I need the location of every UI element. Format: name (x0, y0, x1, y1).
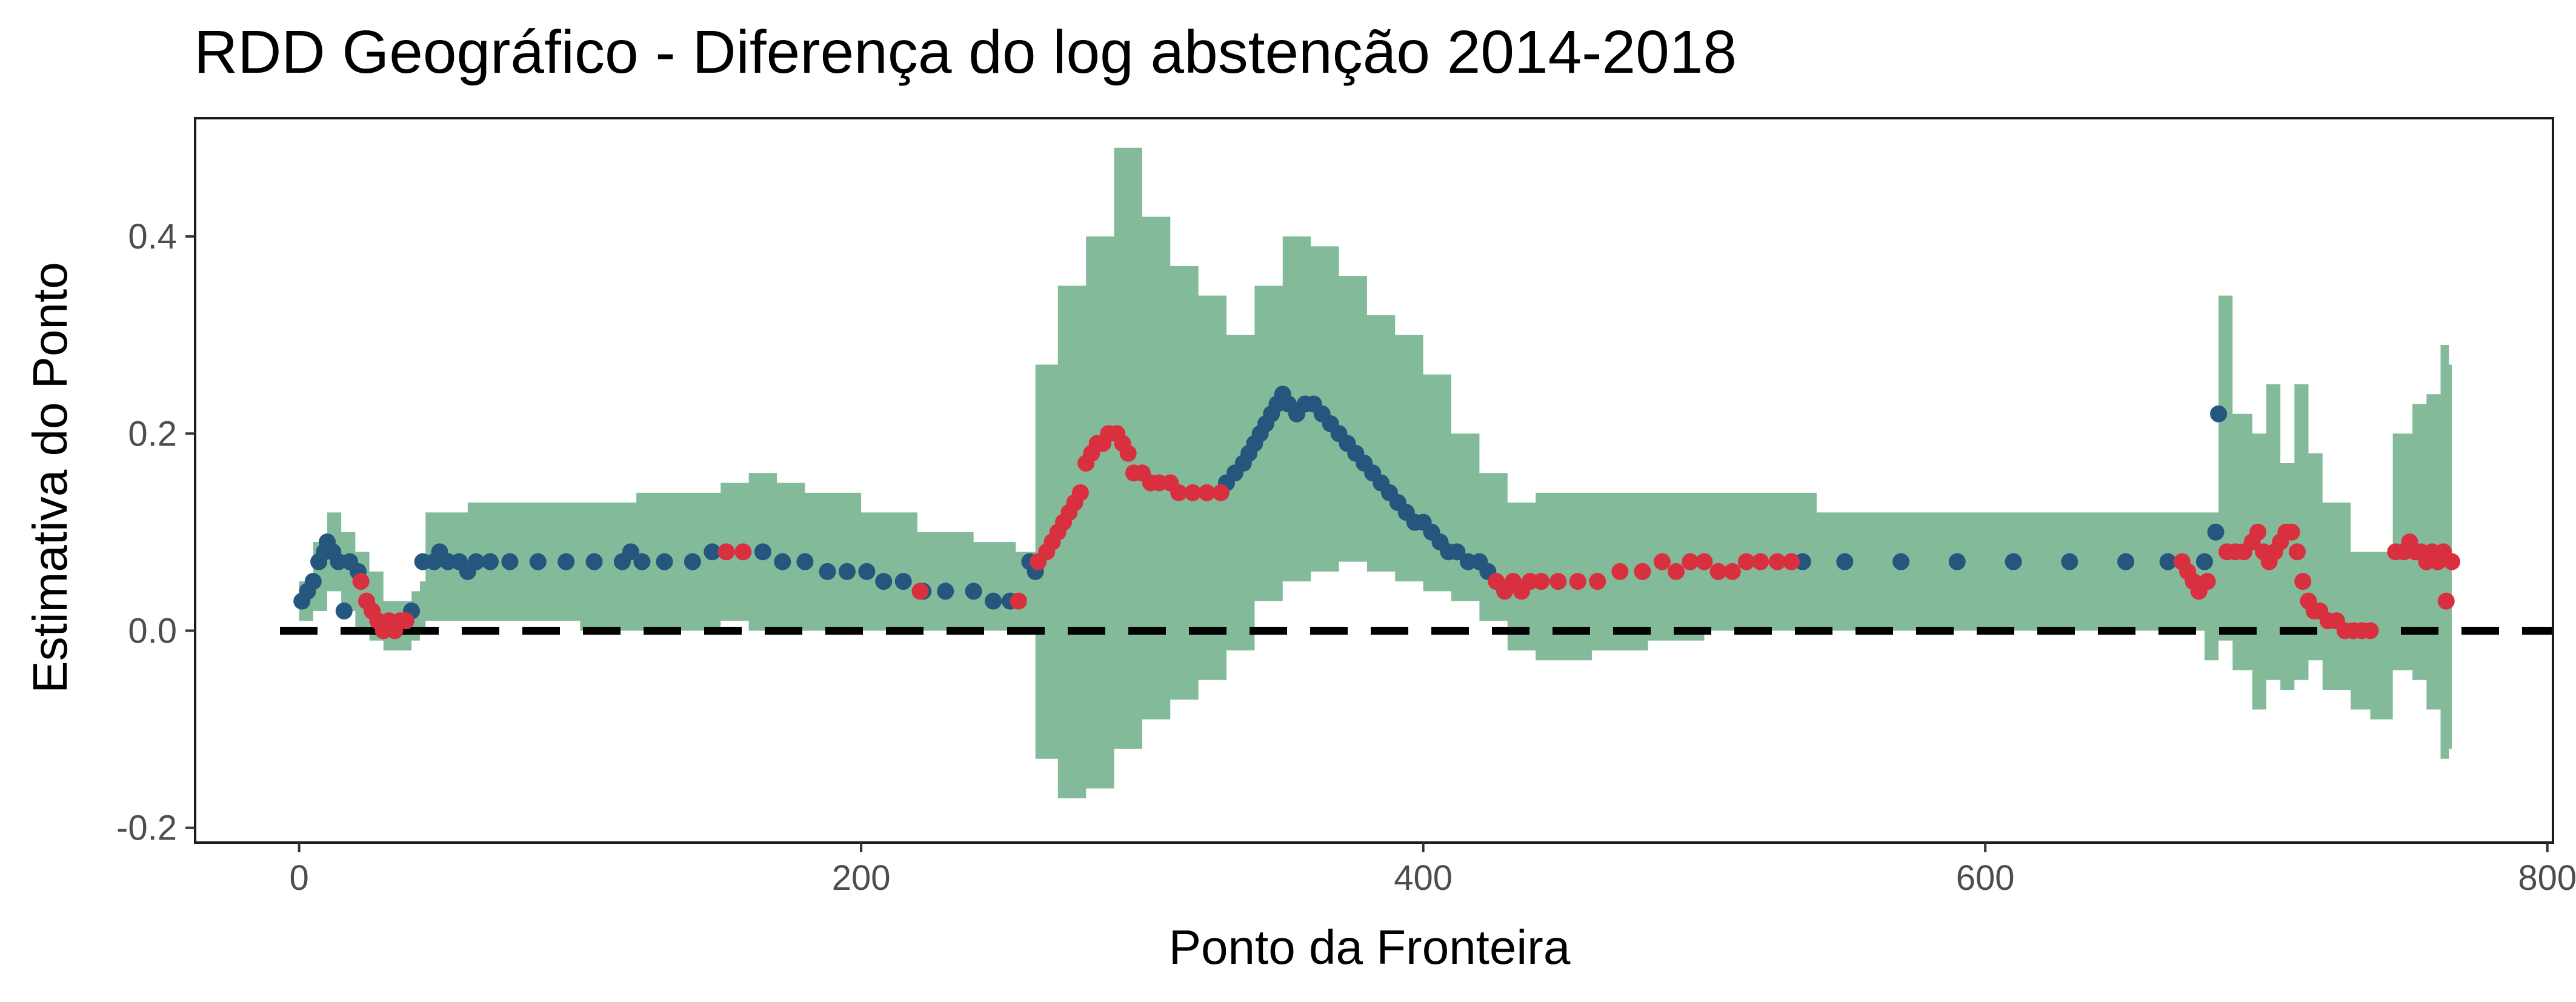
data-point-blue (557, 553, 575, 570)
x-axis-title: Ponto da Fronteira (1169, 920, 1571, 974)
data-point-red (1752, 553, 1769, 570)
data-point-red (2437, 592, 2455, 610)
plot-panel-border (194, 117, 2554, 844)
data-point-blue (1836, 553, 1854, 570)
y-tick-label: -0.2 (116, 809, 177, 848)
data-point-blue (684, 553, 701, 570)
data-point-blue (2159, 553, 2177, 570)
data-point-red (1533, 573, 1550, 590)
data-point-blue (585, 553, 603, 570)
data-point-red (1682, 553, 1699, 570)
data-point-blue (937, 583, 954, 600)
data-point-red (2361, 622, 2379, 640)
data-point-blue (754, 543, 771, 561)
y-axis-title: Estimativa do Ponto (23, 262, 77, 693)
data-point-red (734, 543, 752, 561)
y-tick-label: 0.2 (128, 414, 177, 453)
data-point-red (1634, 563, 1651, 580)
data-point-red (1198, 484, 1216, 501)
y-axis: -0.2 0.0 0.2 0.4 (116, 217, 195, 848)
data-point-red (1737, 553, 1755, 570)
data-point-blue (2117, 553, 2135, 570)
x-tick-label: 200 (832, 858, 891, 898)
data-point-blue (656, 553, 673, 570)
x-tick-label: 0 (289, 858, 308, 898)
data-point-red (2288, 543, 2306, 561)
data-point-red (2443, 553, 2461, 570)
data-point-red (1696, 553, 1713, 570)
data-point-red (1668, 563, 1685, 580)
data-point-red (1569, 573, 1586, 590)
data-point-red (352, 573, 370, 590)
data-point-blue (2207, 523, 2225, 541)
data-point-red (1071, 484, 1089, 501)
data-point-blue (2061, 553, 2078, 570)
data-point-blue (704, 543, 721, 561)
x-tick-label: 600 (1956, 858, 2015, 898)
y-tick-label: 0.0 (128, 611, 177, 650)
data-point-blue (774, 553, 791, 570)
data-point-red (2283, 523, 2300, 541)
data-point-blue (2210, 405, 2228, 423)
points-layer (293, 386, 2461, 640)
data-point-blue (838, 563, 856, 580)
data-point-red (1769, 553, 1786, 570)
data-point-red (2198, 573, 2216, 590)
data-point-blue (335, 602, 353, 620)
x-axis: 0 200 400 600 800 (289, 843, 2576, 898)
data-point-red (911, 583, 929, 600)
data-point-red (717, 543, 735, 561)
data-point-blue (858, 563, 876, 580)
data-point-blue (467, 553, 485, 570)
data-point-red (1184, 484, 1202, 501)
data-point-red (1783, 553, 1800, 570)
data-point-red (1119, 444, 1137, 462)
data-point-blue (894, 573, 912, 590)
data-point-blue (304, 573, 322, 590)
data-point-blue (796, 553, 814, 570)
data-point-red (1709, 563, 1727, 580)
data-point-blue (985, 592, 1002, 610)
data-point-red (2249, 523, 2267, 541)
data-point-blue (501, 553, 519, 570)
data-point-red (1653, 553, 1671, 570)
data-point-red (1170, 484, 1188, 501)
data-point-blue (529, 553, 547, 570)
data-point-blue (1892, 553, 1910, 570)
data-point-red (1010, 592, 1027, 610)
data-point-blue (1948, 553, 1966, 570)
data-point-red (1723, 563, 1741, 580)
data-point-blue (481, 553, 499, 570)
data-point-blue (819, 563, 836, 580)
data-point-red (2294, 573, 2312, 590)
data-point-blue (2005, 553, 2022, 570)
x-tick-label: 800 (2518, 858, 2576, 898)
y-tick-label: 0.4 (128, 217, 177, 256)
data-point-red (1212, 484, 1230, 501)
data-point-red (1611, 563, 1629, 580)
data-point-blue (622, 543, 639, 561)
data-point-red (1549, 573, 1567, 590)
chart-title: RDD Geográfico - Diferença do log absten… (194, 18, 1737, 86)
data-point-blue (965, 583, 982, 600)
data-point-blue (633, 553, 651, 570)
data-point-red (397, 612, 414, 630)
data-point-blue (2195, 553, 2213, 570)
data-point-blue (875, 573, 893, 590)
x-tick-label: 400 (1394, 858, 1453, 898)
data-point-red (1589, 573, 1606, 590)
data-point-blue (1448, 543, 1466, 561)
